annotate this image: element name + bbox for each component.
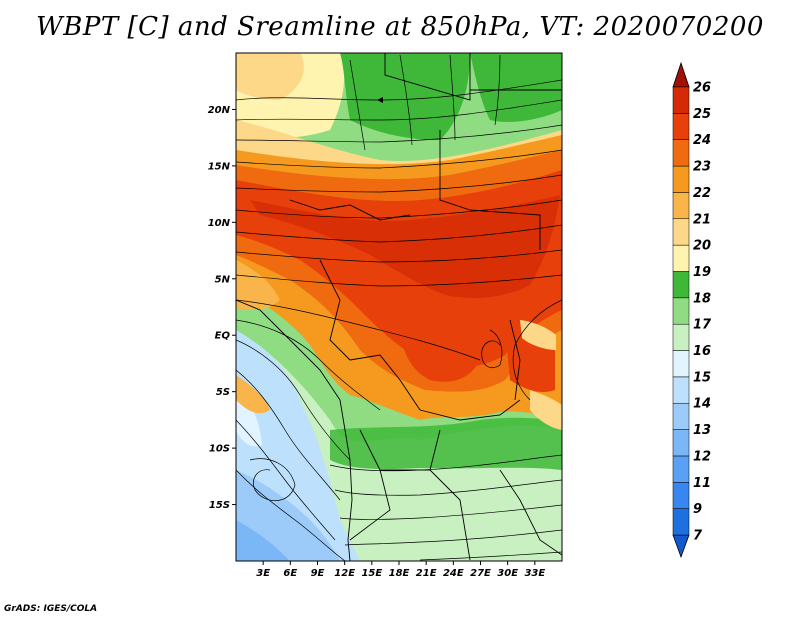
lon-tick-label: 27E <box>470 568 491 579</box>
lat-tick-label: 15S <box>209 500 230 511</box>
colorbar-segment <box>672 455 690 483</box>
colorbar-segment <box>672 482 690 509</box>
lat-tick-label: 10N <box>208 218 231 229</box>
colorbar-segment <box>672 113 690 140</box>
colorbar-label: 24 <box>693 133 711 148</box>
lon-tick-label: 18E <box>389 568 410 579</box>
wbpt-shaded-field <box>236 53 562 561</box>
colorbar-segment <box>672 271 690 299</box>
lat-tick-label: EQ <box>215 331 231 342</box>
lat-tick-label: 20N <box>208 105 231 116</box>
colorbar-label: 25 <box>693 107 711 122</box>
lon-tick-label: 6E <box>283 568 297 579</box>
colorbar-label: 19 <box>693 265 711 280</box>
lon-tick-label: 21E <box>416 568 437 579</box>
map-title: WBPT [C] and Sreamline at 850hPa, VT: 20… <box>36 12 764 42</box>
colorbar-label: 9 <box>693 502 702 517</box>
lon-tick-label: 12E <box>334 568 355 579</box>
lat-tick-label: 5N <box>215 274 231 285</box>
longitude-ticks: 3E 6E 9E 12E 15E 18E 21E 24E 27E 30E 33E <box>256 561 545 579</box>
colorbar-label: 16 <box>693 344 711 359</box>
colorbar-label: 17 <box>693 318 712 333</box>
colorbar-label: 11 <box>693 476 711 491</box>
colorbar: 7 9 11 12 13 14 15 16 17 18 19 20 21 22 23 24 25 26 <box>672 61 712 559</box>
colorbar-segment <box>672 218 690 246</box>
colorbar-segment <box>672 376 690 404</box>
lon-tick-label: 30E <box>497 568 518 579</box>
colorbar-label: 18 <box>693 291 711 306</box>
lon-tick-label: 24E <box>443 568 464 579</box>
lat-tick-label: 10S <box>209 444 230 455</box>
streamlines <box>236 54 562 561</box>
colorbar-segment <box>672 508 690 536</box>
colorbar-segment <box>672 139 690 167</box>
colorbar-label: 15 <box>693 370 711 385</box>
colorbar-segment <box>672 297 690 325</box>
country-borders <box>236 53 562 561</box>
colorbar-segment <box>672 86 690 114</box>
lon-tick-label: 9E <box>311 568 325 579</box>
colorbar-segment <box>672 165 690 193</box>
lat-tick-label: 15N <box>208 161 231 172</box>
grads-credit: GrADS: IGES/COLA <box>4 604 98 614</box>
colorbar-label: 20 <box>693 239 711 254</box>
colorbar-label: 26 <box>693 81 711 96</box>
colorbar-high-cap <box>672 61 690 88</box>
colorbar-segment <box>672 244 690 272</box>
colorbar-label: 23 <box>693 160 711 175</box>
colorbar-segment <box>672 429 690 457</box>
colorbar-label: 7 <box>693 529 703 544</box>
lat-tick-label: 5S <box>216 387 230 398</box>
colorbar-segment <box>672 350 690 378</box>
colorbar-segment <box>672 402 690 430</box>
colorbar-segment <box>672 192 690 220</box>
lon-tick-label: 15E <box>361 568 382 579</box>
latitude-ticks: 20N 15N 10N 5N EQ 5S 10S 15S <box>208 105 236 511</box>
colorbar-segment <box>672 323 690 351</box>
colorbar-low-cap <box>672 534 690 559</box>
lon-tick-label: 33E <box>524 568 545 579</box>
colorbar-label: 12 <box>693 449 711 464</box>
colorbar-label: 22 <box>693 186 711 201</box>
lon-tick-label: 3E <box>256 568 270 579</box>
colorbar-label: 13 <box>693 423 711 438</box>
colorbar-label: 21 <box>693 212 711 227</box>
colorbar-label: 14 <box>693 397 711 412</box>
